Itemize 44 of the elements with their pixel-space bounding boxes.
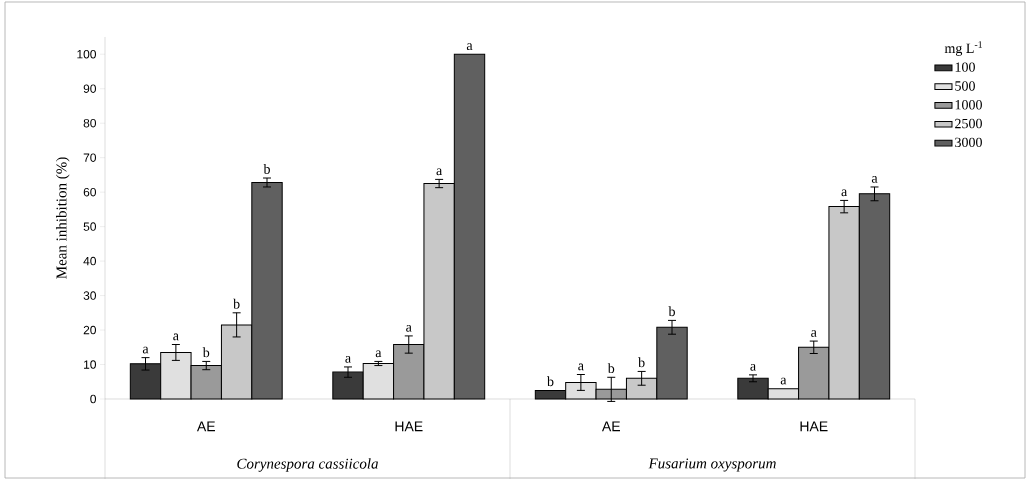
data-label: a [750, 363, 756, 371]
data-label: a [142, 346, 149, 354]
y-tick-label: 10 [84, 360, 97, 369]
x-tick-label: AE [601, 421, 620, 432]
y-tick-label: 80 [83, 118, 97, 128]
y-tick-label: 70 [83, 153, 97, 162]
legend-label: 1000 [955, 100, 982, 110]
data-label: a [578, 363, 584, 371]
data-label: b [638, 357, 645, 368]
x-tick-label: AE [196, 421, 215, 432]
data-label: a [375, 350, 382, 358]
data-label: b [547, 376, 554, 387]
y-tick-label: 50 [83, 222, 97, 231]
data-label: a [780, 377, 787, 385]
data-label: a [406, 325, 412, 332]
data-label: b [668, 306, 675, 317]
data-label: a [841, 189, 848, 197]
data-label: b [202, 347, 210, 358]
text: Corynespora cassiicola [237, 458, 378, 472]
y-tick-label: 90 [83, 84, 97, 93]
y-tick-label: 30 [83, 291, 97, 300]
data-label: b [607, 363, 615, 374]
data-label: b [263, 163, 270, 174]
data-label: b [233, 298, 240, 309]
y-tick-label: 0 [90, 394, 97, 404]
text: Fusarium oxysporum [648, 458, 776, 472]
x-tick-label: HAE [395, 421, 423, 432]
data-label: a [345, 356, 351, 363]
legend-label: 2500 [955, 118, 982, 129]
y-tick-label: 20 [83, 325, 97, 335]
legend-label: 3000 [955, 137, 982, 148]
data-label: a [466, 43, 473, 51]
y-tick-label: 40 [83, 256, 97, 266]
data-label: a [173, 333, 179, 341]
legend-label: 100 [955, 62, 975, 72]
legend-label: 500 [955, 81, 975, 91]
y-axis-title: Mean inhibition (%) [55, 157, 70, 279]
data-label: a [811, 330, 817, 337]
y-tick-label: 60 [83, 187, 97, 197]
y-tick-label: 100 [77, 49, 96, 59]
x-tick-label: HAE [800, 421, 828, 432]
legend-title: mg L$^{-1}$ [944, 41, 982, 56]
data-label: a [436, 168, 443, 176]
data-label: a [871, 176, 878, 183]
